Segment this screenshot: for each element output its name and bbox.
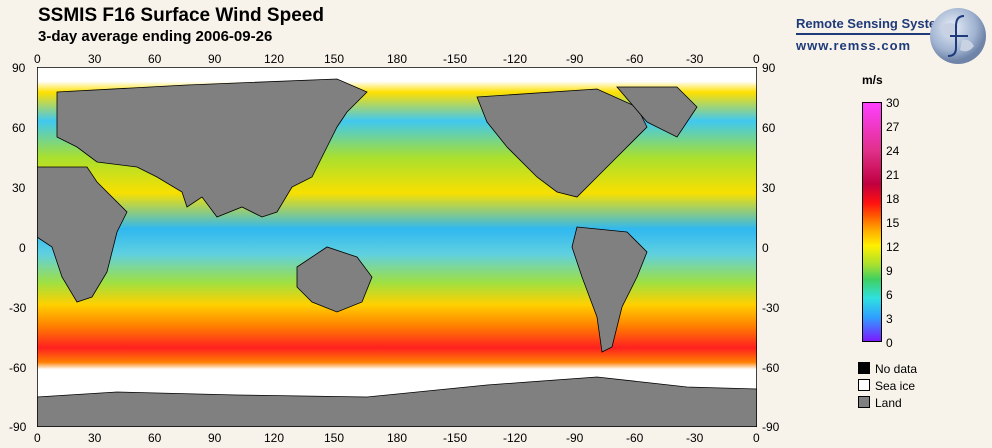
right-tick: 90	[762, 61, 776, 75]
bottom-tick: 0	[34, 431, 41, 445]
colorbar-label: 3	[886, 312, 893, 326]
land-antarctica	[37, 376, 757, 427]
bottom-tick: 60	[148, 431, 162, 445]
left-tick: 60	[12, 121, 26, 135]
colorbar-label: 30	[886, 96, 900, 110]
globe-logo-icon	[930, 8, 986, 64]
top-tick: 0	[753, 52, 760, 66]
land-greenland	[616, 86, 698, 138]
land-eurasia	[56, 78, 368, 218]
land-north-america	[476, 88, 648, 198]
left-tick: -60	[9, 361, 27, 375]
colorbar	[862, 102, 882, 342]
bottom-tick: -60	[626, 431, 644, 445]
land-south-america	[571, 226, 648, 353]
colorbar-label: 0	[886, 336, 893, 350]
left-tick: -90	[9, 420, 27, 434]
colorbar-unit: m/s	[862, 73, 883, 87]
bottom-tick: 120	[264, 431, 285, 445]
wind-speed-map	[37, 67, 757, 427]
top-tick: 60	[148, 52, 162, 66]
colorbar-label: 18	[886, 192, 900, 206]
right-tick: -90	[762, 420, 780, 434]
bottom-tick: -30	[686, 431, 704, 445]
top-tick: -120	[503, 52, 528, 66]
land-label: Land	[875, 396, 902, 410]
left-tick: 30	[12, 181, 26, 195]
sea-ice-label: Sea ice	[875, 379, 916, 393]
colorbar-label: 15	[886, 216, 900, 230]
no-data-swatch	[858, 362, 870, 374]
top-tick: 150	[324, 52, 345, 66]
bottom-tick: 150	[324, 431, 345, 445]
left-tick: 90	[12, 61, 26, 75]
top-tick: 90	[208, 52, 222, 66]
land-australia	[296, 246, 373, 313]
right-tick: 0	[762, 241, 769, 255]
land-swatch	[858, 396, 870, 408]
map-subtitle: 3-day average ending 2006-09-26	[38, 28, 273, 45]
colorbar-label: 9	[886, 264, 893, 278]
top-tick: 120	[264, 52, 285, 66]
bottom-tick: -120	[503, 431, 528, 445]
bottom-tick: 0	[753, 431, 760, 445]
bottom-tick: -90	[566, 431, 584, 445]
right-tick: 60	[762, 121, 776, 135]
left-tick: -30	[9, 301, 27, 315]
bottom-tick: 30	[88, 431, 102, 445]
land-africa	[37, 166, 128, 303]
top-tick: -60	[626, 52, 644, 66]
right-tick: -60	[762, 361, 780, 375]
colorbar-label: 21	[886, 168, 900, 182]
brand-name: Remote Sensing Systems	[796, 16, 955, 31]
bottom-tick: 180	[387, 431, 408, 445]
map-title: SSMIS F16 Surface Wind Speed	[38, 5, 324, 26]
top-tick: -150	[443, 52, 468, 66]
top-tick: 180	[387, 52, 408, 66]
bottom-tick: -150	[443, 431, 468, 445]
right-tick: -30	[762, 301, 780, 315]
colorbar-label: 24	[886, 144, 900, 158]
bottom-tick: 90	[208, 431, 222, 445]
no-data-label: No data	[875, 362, 918, 376]
sea-ice-swatch	[858, 379, 870, 391]
left-tick: 0	[19, 241, 26, 255]
colorbar-label: 6	[886, 288, 893, 302]
brand-url: www.remss.com	[796, 38, 912, 53]
top-tick: 0	[34, 52, 41, 66]
right-tick: 30	[762, 181, 776, 195]
brand-divider	[796, 33, 956, 35]
colorbar-label: 27	[886, 120, 900, 134]
top-tick: -90	[566, 52, 584, 66]
top-tick: -30	[686, 52, 704, 66]
top-tick: 30	[88, 52, 102, 66]
colorbar-label: 12	[886, 240, 900, 254]
